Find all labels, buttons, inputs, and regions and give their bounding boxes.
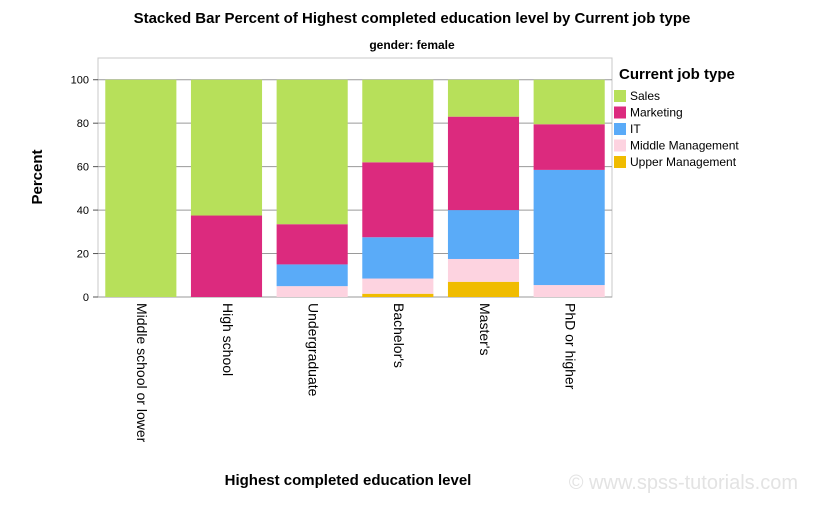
y-tick-label: 60: [77, 162, 89, 174]
legend-swatch: [614, 156, 626, 168]
legend-label: Marketing: [630, 106, 683, 120]
chart-subtitle: gender: female: [369, 38, 455, 52]
bar-segment: [276, 264, 348, 287]
bar-segment: [447, 79, 520, 117]
legend-title: Current job type: [619, 66, 735, 83]
x-tick-label: Middle school or lower: [134, 303, 150, 443]
legend-label: Middle Management: [630, 139, 739, 153]
legend-label: IT: [630, 122, 641, 136]
legend-swatch: [614, 106, 626, 119]
legend-swatch: [614, 139, 626, 152]
y-tick-label: 80: [77, 118, 89, 130]
y-tick-label: 100: [71, 75, 89, 87]
bar-segment: [362, 79, 434, 163]
x-tick-label: Undergraduate: [305, 303, 321, 397]
bar-segment: [362, 162, 434, 238]
legend-label: Upper Management: [630, 155, 737, 169]
bar-segment: [533, 124, 605, 170]
y-tick-label: 40: [77, 205, 89, 217]
bar-segment: [533, 285, 605, 297]
legend-layer: Sales Marketing IT Middle Management Upper M…: [614, 89, 739, 169]
x-tick-label: Bachelor's: [391, 303, 407, 368]
bar-segment: [447, 210, 520, 259]
y-tick-label: 0: [83, 292, 89, 304]
y-axis-title: Percent: [29, 149, 46, 204]
bar-segment: [447, 281, 520, 297]
bar-segment: [362, 293, 434, 297]
bar-segment: [362, 237, 434, 279]
legend-swatch: [614, 123, 626, 135]
y-tick-label: 20: [77, 249, 89, 261]
bar-segment: [533, 79, 605, 125]
x-tick-label: High school: [220, 303, 236, 376]
bar-segment: [276, 286, 348, 297]
legend-label: Sales: [630, 89, 660, 103]
bar-segment: [190, 79, 263, 216]
chart-title: Stacked Bar Percent of Highest completed…: [134, 10, 691, 27]
bar-segment: [447, 258, 520, 282]
x-tick-label: Master's: [477, 303, 493, 355]
grid-layer: [97, 57, 613, 298]
bar-segment: [276, 79, 348, 225]
bar-segment: [447, 116, 520, 211]
plot-area: [97, 57, 613, 298]
bar-segment: [105, 79, 177, 298]
x-tick-label: PhD or higher: [562, 303, 578, 390]
bar-segment: [533, 169, 605, 286]
legend-swatch: [614, 90, 626, 102]
bars-layer: [105, 79, 605, 298]
x-axis-title: Highest completed education level: [225, 472, 472, 489]
bar-segment: [362, 278, 434, 294]
axis-layer: 0 20 40 60 80 100 Middle school or lower High s…: [71, 75, 579, 443]
bar-segment: [190, 215, 263, 297]
bar-segment: [276, 224, 348, 265]
watermark: © www.spss-tutorials.com: [569, 472, 798, 494]
